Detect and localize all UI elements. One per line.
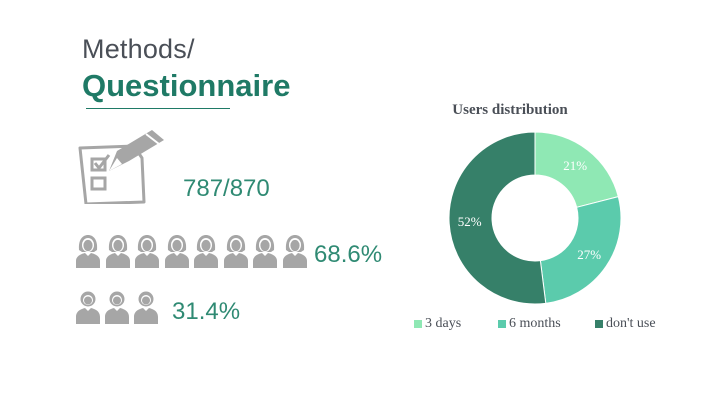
donut-chart: 21% 27% 52%	[448, 131, 622, 305]
legend-swatch-3-days	[414, 320, 422, 328]
donut-label-2: 52%	[458, 214, 482, 229]
female-person-icon	[282, 235, 307, 268]
female-person-icon	[105, 235, 130, 268]
male-percentage: 31.4%	[172, 298, 241, 325]
donut-slice-1	[539, 196, 622, 304]
donut-slice-2	[448, 131, 547, 305]
legend-swatch-6-months	[498, 320, 506, 328]
male-person-icon	[76, 291, 100, 324]
title-underline	[86, 108, 230, 109]
title-line1: Methods/	[82, 34, 195, 64]
legend-swatch-dont-use	[595, 320, 603, 328]
legend-label-6-months: 6 months	[509, 316, 561, 331]
donut-label-1: 27%	[577, 247, 601, 262]
legend-item-dont-use: don't use	[595, 316, 656, 332]
legend-item-6-months: 6 months	[498, 316, 561, 332]
female-person-icon	[76, 235, 100, 268]
clipboard-pencil-icon	[78, 130, 164, 204]
chart-title: Users distribution	[452, 102, 568, 118]
female-person-icon	[164, 235, 189, 268]
male-person-icon	[105, 291, 129, 324]
legend-item-3-days: 3 days	[414, 316, 461, 332]
female-person-icon	[194, 235, 218, 268]
chart-legend: 3 days 6 months don't use	[414, 316, 694, 336]
female-person-icon	[135, 235, 159, 268]
donut-label-0: 21%	[563, 158, 587, 173]
female-person-icon	[253, 235, 277, 268]
female-person-icon	[223, 235, 248, 268]
male-person-icon	[134, 291, 158, 324]
legend-label-dont-use: don't use	[606, 316, 656, 331]
responses-count: 787/870	[183, 175, 270, 202]
legend-label-3-days: 3 days	[425, 316, 462, 331]
title-line2: Questionnaire	[82, 68, 291, 103]
female-percentage: 68.6%	[314, 241, 383, 268]
